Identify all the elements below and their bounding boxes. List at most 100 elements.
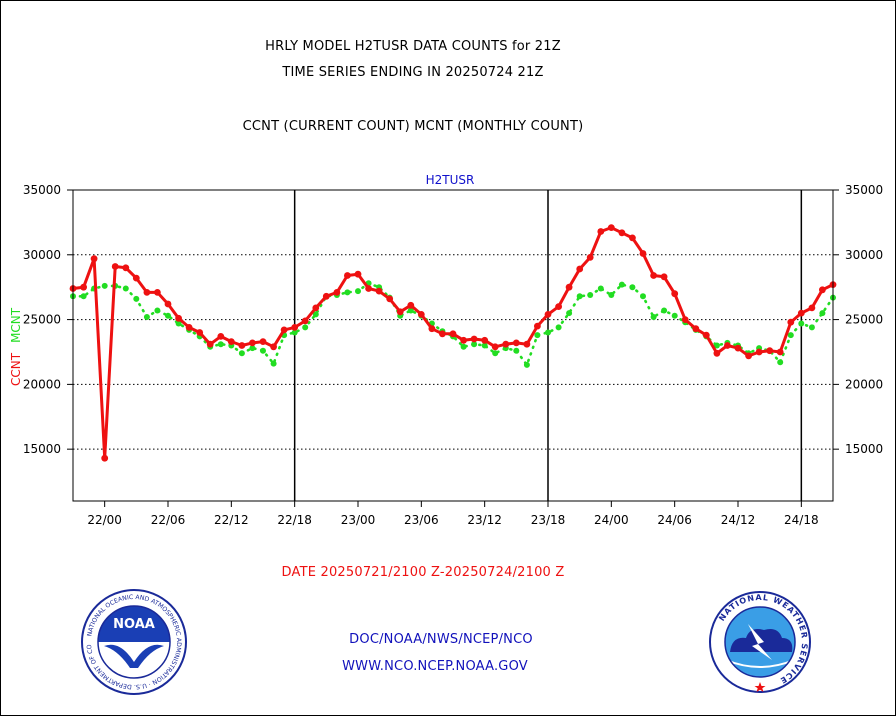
data-point-ccnt — [776, 348, 784, 356]
x-tick-label: 24/18 — [784, 513, 819, 527]
url-line: WWW.NCO.NCEP.NOAA.GOV — [342, 659, 528, 674]
data-point-ccnt — [344, 272, 351, 279]
data-point-ccnt — [375, 287, 383, 295]
noaa-logo: NOAA NATIONAL OCEANIC AND ATMOSPHERIC AD… — [80, 588, 187, 695]
data-point-ccnt — [481, 336, 489, 344]
data-point-mcnt — [344, 289, 351, 296]
data-point-mcnt — [217, 341, 224, 348]
y-axis-label-ccnt: CCNT — [9, 352, 23, 386]
nws-logo: NATIONAL WEATHER SERVICE — [709, 591, 811, 693]
y-tick-label-left: 30000 — [23, 248, 61, 262]
data-point-mcnt — [640, 293, 646, 300]
data-point-ccnt — [681, 316, 689, 323]
data-point-ccnt — [301, 317, 309, 325]
chart-subtitle: CCNT (CURRENT COUNT) MCNT (MONTHLY COUNT… — [242, 119, 584, 134]
data-point-ccnt — [449, 330, 457, 338]
data-point-ccnt — [660, 273, 668, 281]
data-point-ccnt — [386, 295, 394, 303]
data-point-ccnt — [702, 331, 710, 339]
data-point-mcnt — [534, 332, 541, 339]
data-point-mcnt — [661, 307, 668, 314]
data-point-mcnt — [777, 359, 784, 366]
data-point-ccnt — [396, 308, 404, 316]
data-point-mcnt — [787, 332, 794, 339]
data-point-mcnt — [513, 347, 520, 354]
series-title: H2TUSR — [426, 173, 475, 187]
noaa-logo-wordmark: NOAA — [113, 617, 155, 632]
data-point-ccnt — [502, 340, 510, 348]
data-point-mcnt — [523, 361, 530, 368]
y-tick-label-right: 15000 — [845, 442, 883, 456]
data-point-ccnt — [354, 270, 362, 278]
data-point-mcnt — [175, 320, 182, 327]
x-tick-label: 22/06 — [151, 513, 186, 527]
chart-title-line1: HRLY MODEL H2TUSR DATA COUNTS for 21Z — [265, 39, 561, 54]
data-point-mcnt — [618, 281, 625, 288]
data-point-mcnt — [165, 312, 171, 319]
data-point-ccnt — [808, 304, 816, 312]
data-point-ccnt — [217, 333, 225, 340]
data-point-mcnt — [587, 292, 594, 298]
data-point-ccnt — [407, 301, 415, 309]
data-point-mcnt — [597, 285, 604, 292]
data-point-mcnt — [492, 350, 499, 357]
data-point-ccnt — [439, 330, 446, 338]
data-point-ccnt — [586, 254, 594, 261]
data-point-ccnt — [576, 265, 584, 273]
data-point-ccnt — [206, 340, 214, 348]
data-point-ccnt — [671, 290, 679, 298]
nws-star-icon — [754, 682, 766, 692]
data-point-ccnt — [766, 347, 774, 355]
data-point-ccnt — [491, 343, 499, 351]
data-point-ccnt — [249, 339, 256, 347]
data-point-mcnt — [407, 307, 414, 314]
y-tick-label-left: 35000 — [23, 183, 61, 197]
data-point-mcnt — [576, 293, 583, 300]
data-point-mcnt — [260, 347, 266, 354]
data-point-mcnt — [608, 292, 615, 298]
data-point-mcnt — [133, 295, 140, 302]
data-point-ccnt — [534, 322, 541, 330]
y-tick-label-right: 30000 — [845, 248, 883, 262]
x-tick-label: 22/00 — [87, 513, 122, 527]
x-tick-label: 24/12 — [721, 513, 756, 527]
data-point-ccnt — [650, 272, 657, 279]
data-point-ccnt — [154, 289, 161, 296]
data-point-ccnt — [428, 325, 436, 333]
data-point-ccnt — [755, 348, 763, 356]
data-point-ccnt — [692, 325, 700, 333]
data-point-ccnt — [734, 344, 742, 352]
y-tick-label-left: 15000 — [23, 442, 61, 456]
data-point-ccnt — [90, 255, 98, 263]
data-point-ccnt — [417, 311, 425, 318]
data-point-ccnt — [259, 338, 267, 345]
data-point-ccnt — [460, 336, 467, 344]
chart-title-line2: TIME SERIES ENDING IN 20250724 21Z — [282, 65, 544, 80]
data-point-ccnt — [565, 283, 573, 291]
data-point-mcnt — [249, 345, 256, 352]
y-tick-label-right: 35000 — [845, 183, 883, 197]
data-point-ccnt — [111, 263, 119, 270]
data-point-ccnt — [639, 250, 647, 257]
data-point-ccnt — [164, 300, 172, 308]
data-point-mcnt — [545, 329, 551, 336]
data-point-ccnt — [470, 335, 478, 343]
x-tick-label: 23/00 — [341, 513, 376, 527]
data-point-ccnt — [312, 304, 320, 312]
data-point-ccnt — [185, 324, 193, 331]
data-point-ccnt — [280, 326, 288, 334]
data-point-mcnt — [312, 311, 319, 318]
data-point-ccnt — [724, 342, 731, 349]
data-point-mcnt — [713, 342, 720, 349]
data-point-mcnt — [154, 307, 161, 314]
data-point-ccnt — [544, 311, 552, 318]
data-point-ccnt — [787, 318, 795, 326]
y-axis-label-mcnt: MCNT — [9, 307, 23, 343]
x-tick-label: 23/06 — [404, 513, 439, 527]
data-point-ccnt — [333, 289, 341, 296]
plot-area-border — [72, 189, 834, 502]
x-tick-label: 23/18 — [531, 513, 566, 527]
data-point-ccnt — [291, 324, 299, 331]
date-range-label: DATE 20250721/2100 Z-20250724/2100 Z — [281, 565, 565, 580]
x-tick-label: 22/12 — [214, 513, 249, 527]
